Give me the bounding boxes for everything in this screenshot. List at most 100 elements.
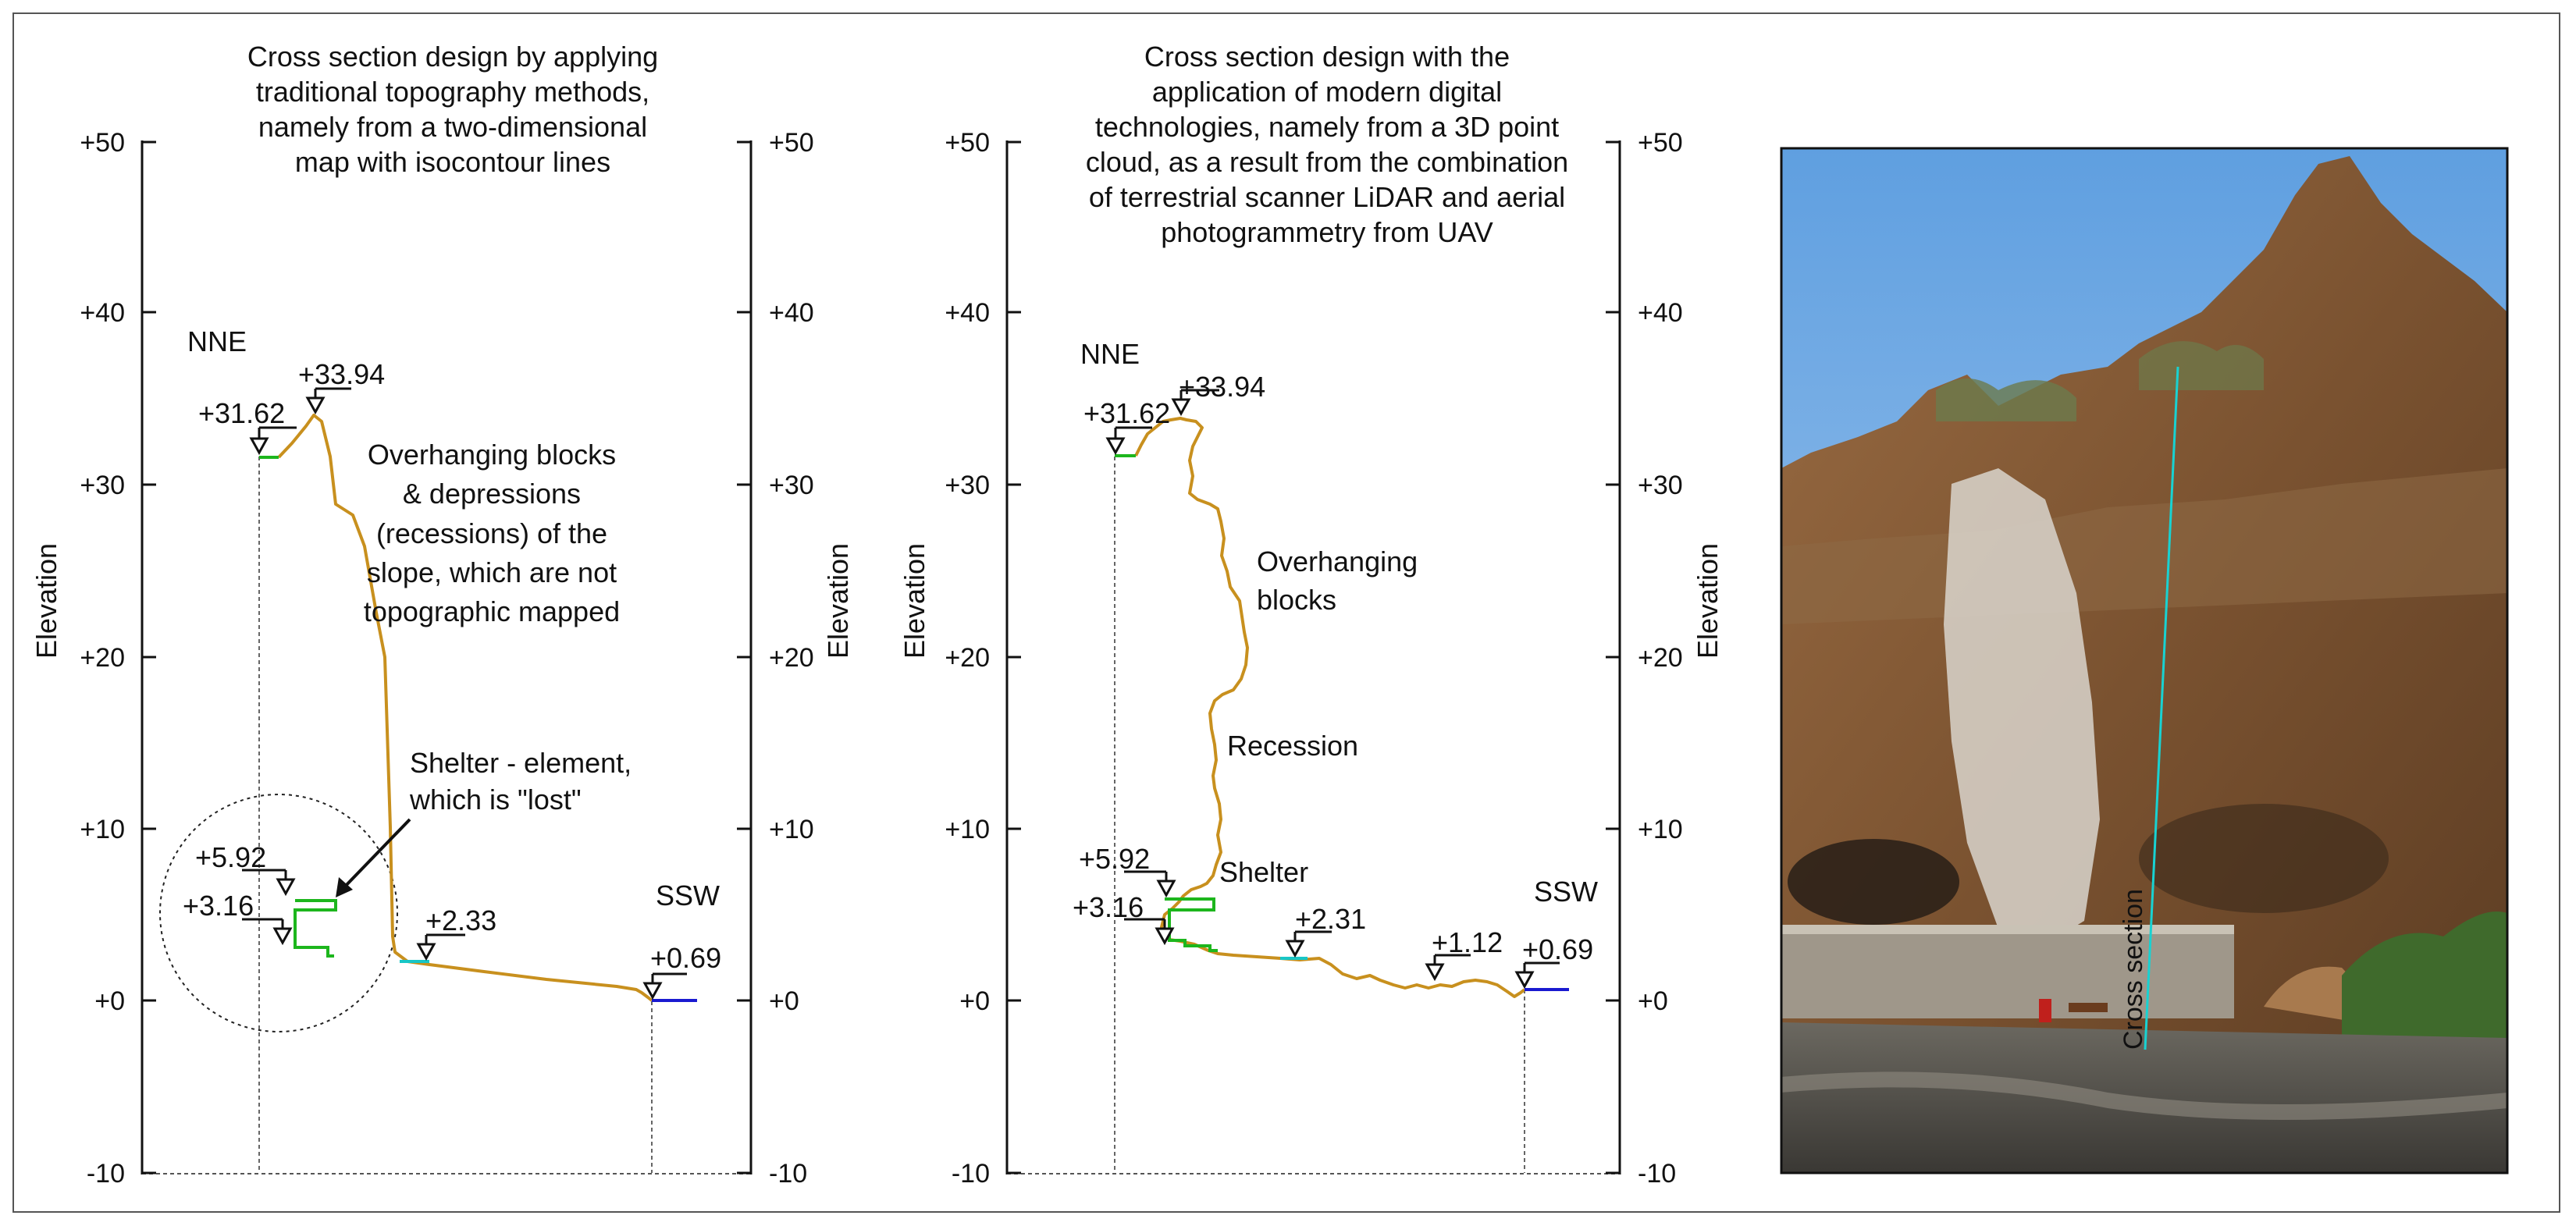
left-shelter-note-line: Shelter - element, [410,747,632,779]
left-elev-label: +5.92 [195,841,266,873]
left-right-tick-label: +20 [769,643,814,673]
left-title-line-1: Cross section design by applying [247,41,658,73]
middle-right-axis-label: Elevation [1692,543,1724,659]
middle-elev-label: +33.94 [1179,371,1265,403]
middle-right-tick-label: -10 [1638,1159,1676,1189]
middle-direction-ssw: SSW [1534,876,1598,908]
middle-right-tick-label: +30 [1638,471,1683,500]
left-note-line: & depressions [403,478,581,510]
left-note-line: Overhanging blocks [368,439,616,471]
left-y-axis-label: Elevation [30,543,62,659]
middle-y-axis-label: Elevation [898,543,930,659]
middle-title-line-4: cloud, as a result from the combination [1086,146,1568,178]
middle-right-tick-label: +0 [1638,986,1668,1016]
left-shelter-profile [294,899,337,958]
shelter-arrow-shaft [340,818,411,891]
middle-title-line-5: of terrestrial scanner LiDAR and aerial [1089,181,1565,213]
left-right-tick-label: +0 [769,986,799,1016]
left-right-tick-label: -10 [769,1159,807,1189]
middle-label-recession: Recession [1227,730,1358,762]
left-right-tick-label: +30 [769,471,814,500]
middle-direction-nne: NNE [1080,338,1140,370]
middle-title-line-1: Cross section design with the [1144,41,1510,73]
left-tick-label: +50 [80,128,125,158]
photo-boulder [2264,966,2360,1022]
middle-right-tick-label: +40 [1638,298,1683,328]
middle-panel: Cross section design with the applicatio… [898,41,1724,1189]
left-elev-label: +0.69 [650,942,721,974]
left-elevation-markers [242,387,687,1000]
photo-bench [2069,1003,2108,1012]
left-right-tick-label: +40 [769,298,814,328]
middle-tick-label: +0 [959,986,990,1016]
middle-title-line-3: technologies, namely from a 3D point [1095,111,1559,143]
middle-slope-profile [1134,417,1526,998]
middle-right-tick-label: +50 [1638,128,1683,158]
left-elev-label: +31.62 [198,397,285,429]
photo-cave-shadow [1788,839,1959,925]
photo-white-deposit [1944,468,2100,944]
middle-label-blocks: blocks [1257,584,1336,616]
middle-label-overhanging: Overhanging [1257,545,1418,577]
middle-axis-ticks [1007,140,1620,1174]
photo-rocky-shore [1781,1071,2507,1120]
left-elev-label: +33.94 [298,358,385,390]
left-title-line-4: map with isocontour lines [295,146,610,178]
left-right-tick-label: +50 [769,128,814,158]
left-panel: Cross section design by applying traditi… [30,41,854,1189]
left-note-line: (recessions) of the [376,517,607,549]
middle-tick-label: +40 [945,298,990,328]
middle-tick-label: +20 [945,643,990,673]
middle-elev-label: +2.31 [1295,903,1366,935]
lost-shelter-circle [159,794,398,1032]
middle-elev-label: +0.69 [1522,933,1593,965]
photo-stone-wall [1781,925,2234,1018]
photo-vegetation-top-2 [2139,341,2264,390]
middle-tick-label: +50 [945,128,990,158]
middle-elevation-markers [1105,389,1560,990]
left-tick-label: +10 [80,815,125,844]
left-tick-label: +30 [80,471,125,500]
middle-elev-label: +1.12 [1432,926,1503,958]
middle-title-line-6: photogrammetry from UAV [1161,216,1493,248]
middle-title-line-2: application of modern digital [1152,76,1502,108]
middle-shelter-profile [1165,897,1218,952]
middle-elev-label: +3.16 [1073,891,1144,923]
left-elev-label: +3.16 [183,890,254,922]
left-tick-label: -10 [87,1159,125,1189]
left-tick-label: +20 [80,643,125,673]
middle-tick-label: -10 [952,1159,990,1189]
left-elev-label: +2.33 [425,904,496,936]
photo-wall-cap [1781,925,2234,934]
left-tick-label: +40 [80,298,125,328]
left-title-line-3: namely from a two-dimensional [258,111,647,143]
left-note-line: slope, which are not [367,556,617,588]
left-direction-nne: NNE [187,325,247,357]
middle-label-shelter: Shelter [1219,856,1308,888]
left-axis-ticks [142,140,751,1174]
middle-elev-label: +5.92 [1079,843,1150,875]
middle-elev-label: +31.62 [1083,397,1170,429]
photo-border [1780,147,2509,1174]
cliff-photo: Cross section [1781,148,2507,1173]
left-right-tick-label: +10 [769,815,814,844]
photo-cross-section-label: Cross section [2119,889,2148,1050]
left-title-line-2: traditional topography methods, [256,76,649,108]
shelter-arrow-head [336,877,353,897]
left-shelter-note-line: which is "lost" [409,784,582,816]
photo-cross-section-line [2144,366,2179,1050]
middle-tick-label: +30 [945,471,990,500]
left-tick-label: +0 [94,986,125,1016]
middle-right-tick-label: +10 [1638,815,1683,844]
figure-frame [12,12,2560,1213]
photo-overhang-shadow [2139,804,2389,913]
left-direction-ssw: SSW [656,880,720,912]
photo-vegetation-bottom [2342,912,2507,1046]
middle-right-tick-label: +20 [1638,643,1683,673]
photo-red-box [2039,999,2051,1022]
left-right-axis-label: Elevation [822,543,854,659]
middle-tick-label: +10 [945,815,990,844]
photo-vegetation-top [1936,378,2076,421]
left-slope-profile [277,414,653,1002]
